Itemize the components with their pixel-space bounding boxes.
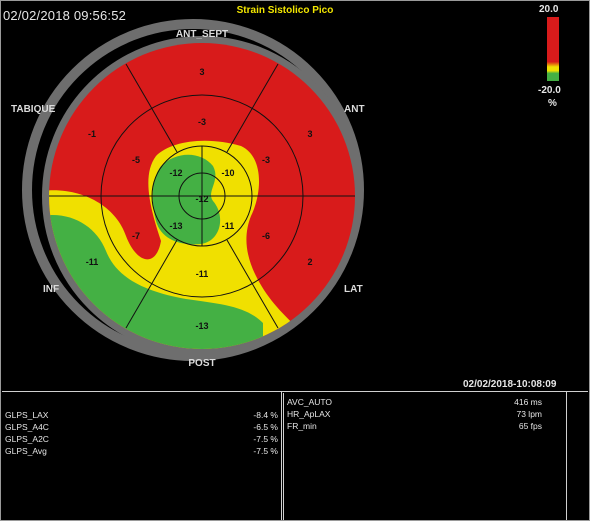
info-label: HR_ApLAX — [287, 409, 331, 419]
gls-label: GLPS_Avg — [5, 446, 47, 456]
gls-label: GLPS_A4C — [5, 422, 49, 432]
gls-label: GLPS_LAX — [5, 410, 49, 420]
info-value: 73 lpm — [516, 409, 542, 419]
scale-unit-label: % — [548, 98, 557, 109]
segment-value: -3 — [262, 155, 270, 165]
segment-value: -12 — [169, 168, 182, 178]
strain-map — [49, 43, 355, 349]
bullseye-plot: ANT_SEPT TABIQUE ANT INF LAT POST 3 3 2 … — [11, 19, 365, 369]
gls-value: -7.5 % — [253, 446, 278, 456]
green-region-apex — [152, 154, 221, 245]
info-label: FR_min — [287, 421, 317, 431]
wall-label-ant-sept: ANT_SEPT — [176, 29, 228, 40]
segment-value: -3 — [198, 117, 206, 127]
segment-value: -13 — [195, 321, 208, 331]
segment-value: -5 — [132, 155, 140, 165]
color-scale-bar — [547, 17, 559, 81]
info-value: 416 ms — [514, 397, 542, 407]
gls-row: GLPS_A2C -7.5 % — [5, 434, 278, 445]
wall-label-ant: ANT — [344, 104, 365, 115]
gls-label: GLPS_A2C — [5, 434, 49, 444]
info-row: HR_ApLAX 73 lpm — [287, 409, 542, 420]
segment-value: -7 — [132, 231, 140, 241]
gls-value: -6.5 % — [253, 422, 278, 432]
segment-value: -6 — [262, 231, 270, 241]
info-label: AVC_AUTO — [287, 397, 333, 407]
panel-divider — [283, 393, 284, 520]
gls-value: -8.4 % — [253, 410, 278, 420]
wall-label-inf: INF — [43, 284, 59, 295]
segment-value: -13 — [169, 221, 182, 231]
inner-ring — [42, 36, 362, 356]
wall-label-lat: LAT — [344, 284, 363, 295]
panel-divider — [2, 391, 588, 392]
panel-divider — [566, 391, 567, 520]
info-row: AVC_AUTO 416 ms — [287, 397, 542, 408]
gls-value: -7.5 % — [253, 434, 278, 444]
segment-value: 3 — [307, 129, 312, 139]
segment-value: -1 — [88, 129, 96, 139]
panel-divider — [281, 391, 282, 520]
gls-row: GLPS_A4C -6.5 % — [5, 422, 278, 433]
acquisition-timestamp: 02/02/2018 09:56:52 — [3, 8, 127, 23]
gls-row: GLPS_Avg -7.5 % — [5, 446, 278, 457]
scale-max-label: 20.0 — [539, 4, 559, 15]
segment-value: 3 — [199, 67, 204, 77]
wall-label-post: POST — [188, 358, 215, 369]
segment-value: -10 — [221, 168, 234, 178]
wall-label-tabique: TABIQUE — [11, 104, 56, 115]
segment-value-apex: -12 — [195, 194, 208, 204]
info-value: 65 fps — [518, 421, 542, 431]
segment-value: 2 — [307, 257, 312, 267]
gls-row: GLPS_LAX -8.4 % — [5, 410, 278, 421]
scale-min-label: -20.0 — [538, 85, 561, 96]
segment-value: -11 — [86, 257, 99, 267]
segment-value: -11 — [222, 221, 235, 231]
segment-value: -11 — [196, 269, 209, 279]
page-title: Strain Sistolico Pico — [236, 5, 334, 16]
report-timestamp: 02/02/2018-10:08:09 — [463, 379, 557, 390]
info-row: FR_min 65 fps — [287, 421, 542, 432]
